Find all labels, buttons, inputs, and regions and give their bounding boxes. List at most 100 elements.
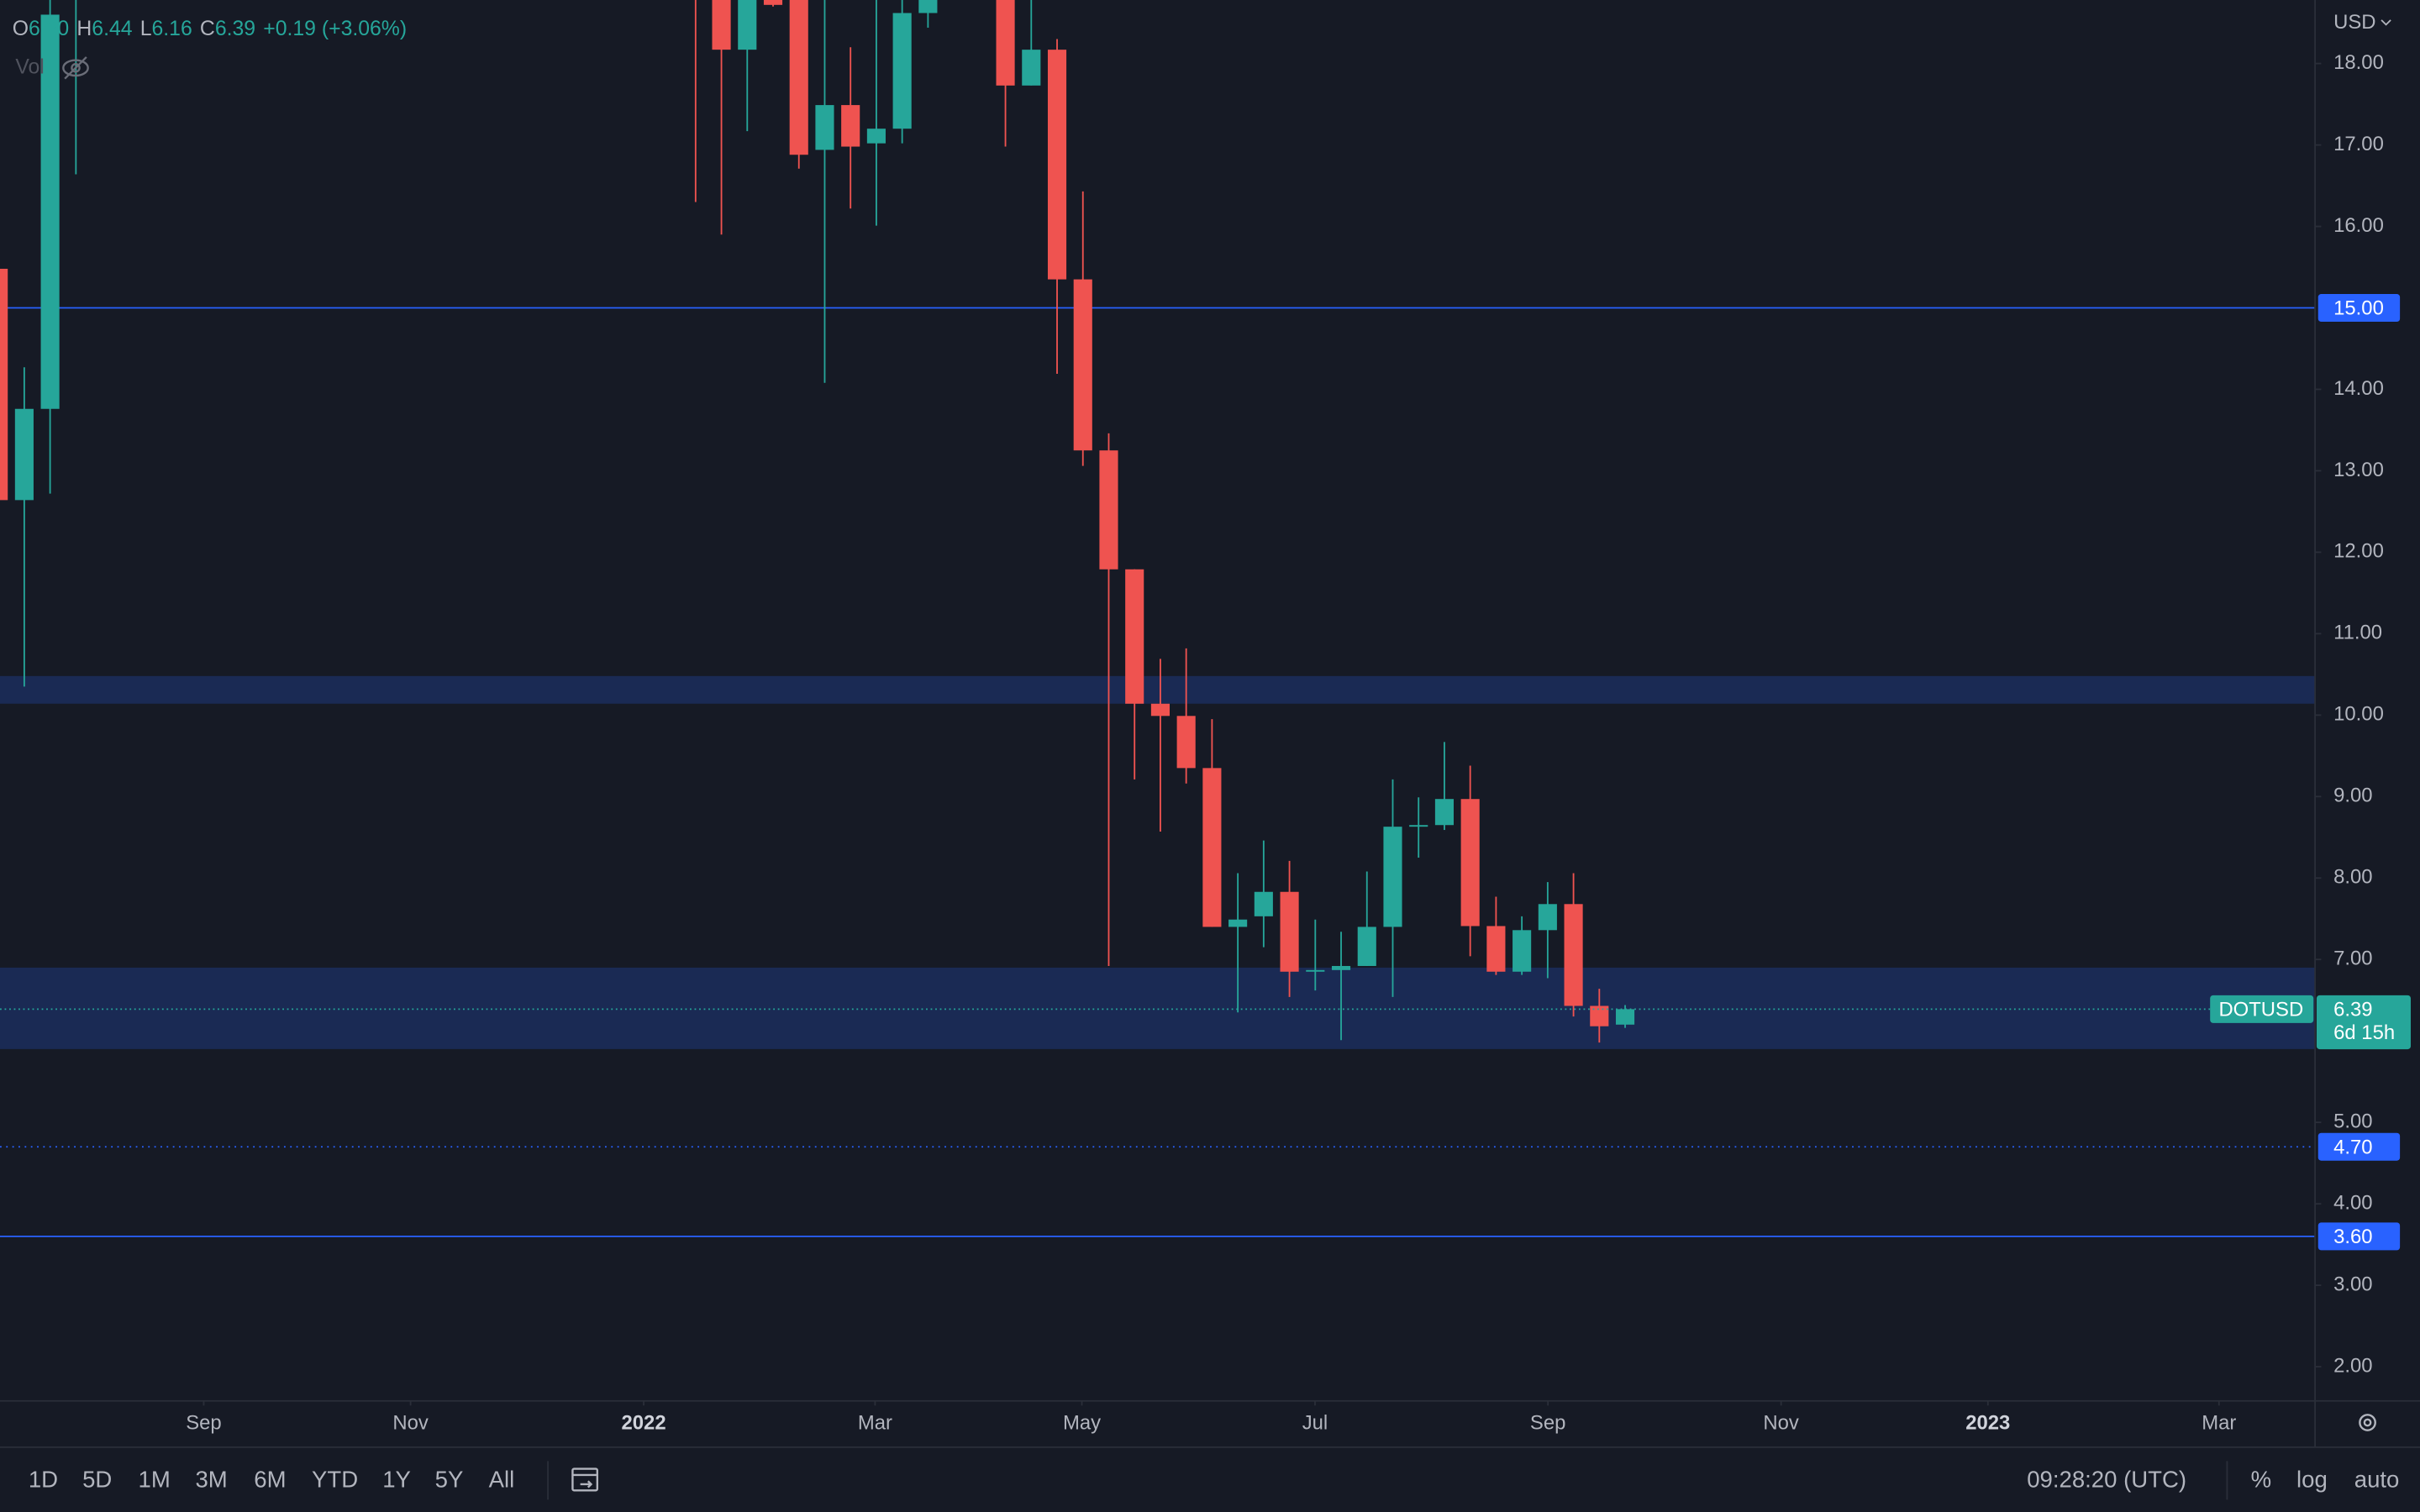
range-button[interactable]: 6M [254,1467,286,1493]
candle-body [1590,1005,1609,1026]
x-tick-label: Jul [1302,1412,1328,1435]
legend-key: O [13,17,29,39]
price-label-box [2316,995,2411,1050]
y-tick-label: 12.00 [2333,540,2384,563]
level-label-box [2317,1132,2401,1161]
candle-body [1306,969,1325,972]
range-button[interactable]: 3M [195,1467,227,1493]
x-tick-label: Nov [1763,1412,1799,1435]
y-tick-label: 2.00 [2333,1354,2372,1377]
range-button[interactable]: 1M [139,1467,171,1493]
candle-body [1538,904,1557,931]
candle-body [1150,703,1170,717]
candle-body [1460,799,1480,927]
candle-body [763,0,783,5]
candle-body [1383,827,1402,927]
level-label-box [2317,293,2401,323]
y-tick-label: 3.00 [2333,1273,2372,1295]
currency[interactable]: USD [2333,11,2375,34]
range-button[interactable]: 1D [29,1467,58,1493]
y-tick-label: 13.00 [2333,459,2384,481]
candle-body [712,0,731,50]
candle-body [1357,927,1376,966]
candle-body [789,0,808,155]
candle-body [1047,50,1067,280]
level-label: 4.70 [2333,1136,2372,1158]
countdown-label: 6d 15h [2333,1021,2395,1044]
y-tick-label: 10.00 [2333,703,2384,726]
y-tick-label: 16.00 [2333,214,2384,237]
plot-area [0,0,2316,1237]
symbol-label-box [2210,995,2314,1023]
candle-body [1125,569,1144,704]
candle-body [1022,50,1041,86]
legend-value: 6.39 [215,17,255,39]
candle-body [1254,891,1273,916]
x-tick-label: Sep [186,1412,221,1435]
range-button[interactable]: 5Y [435,1467,464,1493]
legend-key: H [76,17,92,39]
candle-body [1280,891,1299,972]
candle-body [1176,716,1196,769]
candle-body [866,129,886,144]
range-button[interactable]: 1Y [382,1467,411,1493]
currency-chevron [2381,19,2391,26]
candle-body [1073,279,1092,451]
y-tick-label: 11.00 [2333,622,2382,644]
candle-body [1615,1009,1635,1025]
candle-body [815,105,834,150]
overlay: 2.00 3.00 4.00 5.00 7.00 8.00 9.00 10.00 11.00 12… [186,51,2411,1435]
candle-body [996,0,1015,86]
candle-body [1331,965,1351,970]
level-label: 3.60 [2333,1226,2372,1248]
hide-icon[interactable] [62,56,89,80]
candle-body [14,408,34,501]
legend-change: +0.19 (+3.06%) [263,17,407,39]
symbol-label: DOTUSD [2218,999,2303,1021]
y-tick-label: 18.00 [2333,51,2384,74]
level-label: 15.00 [2333,297,2384,320]
x-tick-label: 2023 [1965,1412,2010,1435]
goto-date-icon[interactable] [571,1467,599,1492]
settings-icon[interactable] [2359,1414,2376,1431]
legend-value: 6.20 [29,17,69,39]
candle-body [918,0,938,13]
candle-body [1228,919,1248,927]
candle-body [40,14,60,409]
x-tick-label: Sep [1530,1412,1565,1435]
candle-body [841,105,860,147]
y-tick-label: 8.00 [2333,866,2372,889]
range-button[interactable]: 5D [82,1467,112,1493]
y-tick-label: 9.00 [2333,785,2372,807]
candle-body [1512,930,1532,972]
price-label: 6.39 [2333,999,2372,1021]
candle-body [1564,904,1583,1006]
y-tick-label: 4.00 [2333,1191,2372,1214]
legend-key: C [200,17,215,39]
x-tick-label: 2022 [622,1412,666,1435]
scale-option[interactable]: auto [2354,1467,2400,1493]
scale-option[interactable]: log [2296,1467,2328,1493]
y-tick-label: 5.00 [2333,1110,2372,1132]
candle-body [0,268,8,501]
candle-body [1486,926,1506,972]
x-tick-label: Mar [858,1412,892,1435]
range-button[interactable]: YTD [312,1467,358,1493]
level-label-box [2317,1222,2401,1251]
candle-body [1434,799,1455,826]
zone [0,675,2316,704]
candle-body [892,13,912,129]
candle-body [1409,825,1428,827]
legend-value: 6.44 [92,17,132,39]
y-tick-label: 7.00 [2333,948,2372,970]
volume-label[interactable]: Vol [15,55,44,78]
zone [0,967,2316,1049]
clock: 09:28:20 (UTC) [2027,1467,2186,1493]
y-tick-label: 17.00 [2333,133,2384,155]
x-tick-label: May [1063,1412,1101,1435]
legend-value: 6.16 [152,17,192,39]
scale-option[interactable]: % [2251,1467,2272,1493]
range-button[interactable]: All [489,1467,515,1493]
